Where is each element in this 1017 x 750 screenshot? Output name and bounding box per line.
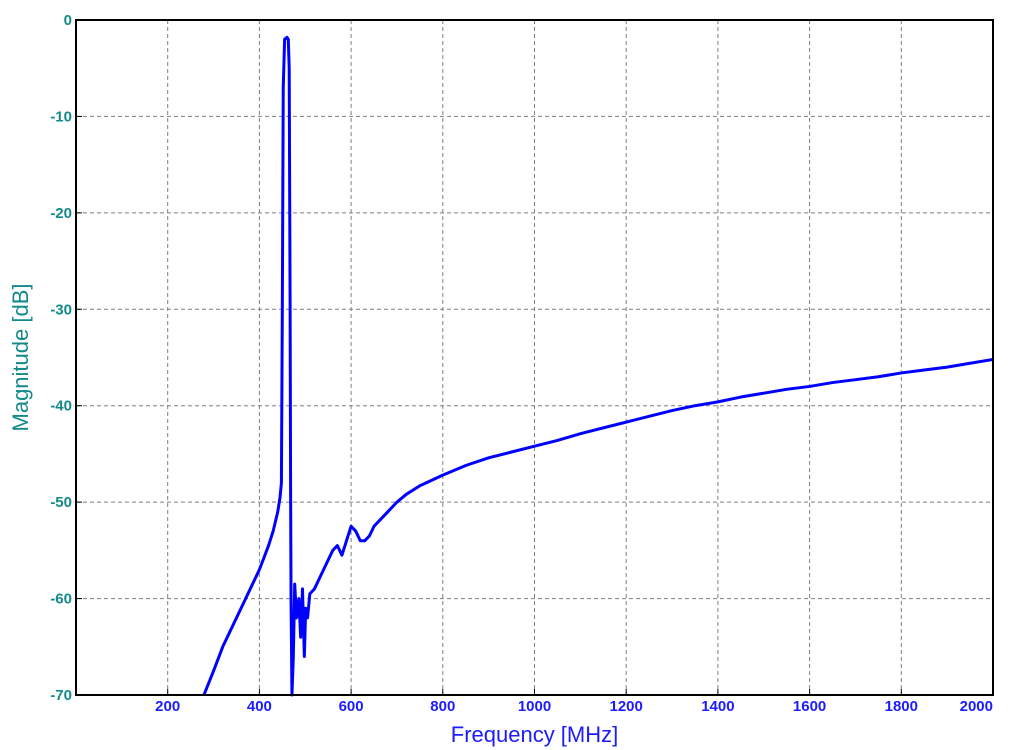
- x-tick-label: 1600: [793, 698, 826, 715]
- x-tick-label: 200: [155, 698, 180, 715]
- x-tick-label: 2000: [960, 698, 993, 715]
- x-axis-ticks: 200 400 600 800 1000 1200 1400 1600 1800 2000: [155, 689, 994, 715]
- y-tick-label: -50: [50, 494, 72, 511]
- y-tick-label: -30: [50, 301, 72, 318]
- grid-lines: [76, 20, 993, 695]
- y-tick-label: -10: [50, 108, 72, 125]
- x-tick-label: 800: [430, 698, 455, 715]
- x-tick-label: 1000: [518, 698, 551, 715]
- y-axis-ticks: 0 -10 -20 -30 -40 -50 -60 -70: [50, 12, 82, 704]
- y-tick-label: -20: [50, 205, 72, 222]
- x-axis-label: Frequency [MHz]: [451, 722, 619, 747]
- y-tick-label: -70: [50, 687, 72, 704]
- y-tick-label: -40: [50, 398, 72, 415]
- y-tick-label: -60: [50, 591, 72, 608]
- y-tick-label: 0: [64, 12, 72, 29]
- x-tick-label: 1400: [701, 698, 734, 715]
- x-tick-label: 1200: [610, 698, 643, 715]
- x-tick-label: 400: [247, 698, 272, 715]
- series-line: [202, 35, 994, 697]
- x-tick-label: 1800: [885, 698, 918, 715]
- x-tick-label: 600: [339, 698, 364, 715]
- y-axis-label: Magnitude [dB]: [8, 284, 33, 432]
- series-layer: [202, 35, 994, 697]
